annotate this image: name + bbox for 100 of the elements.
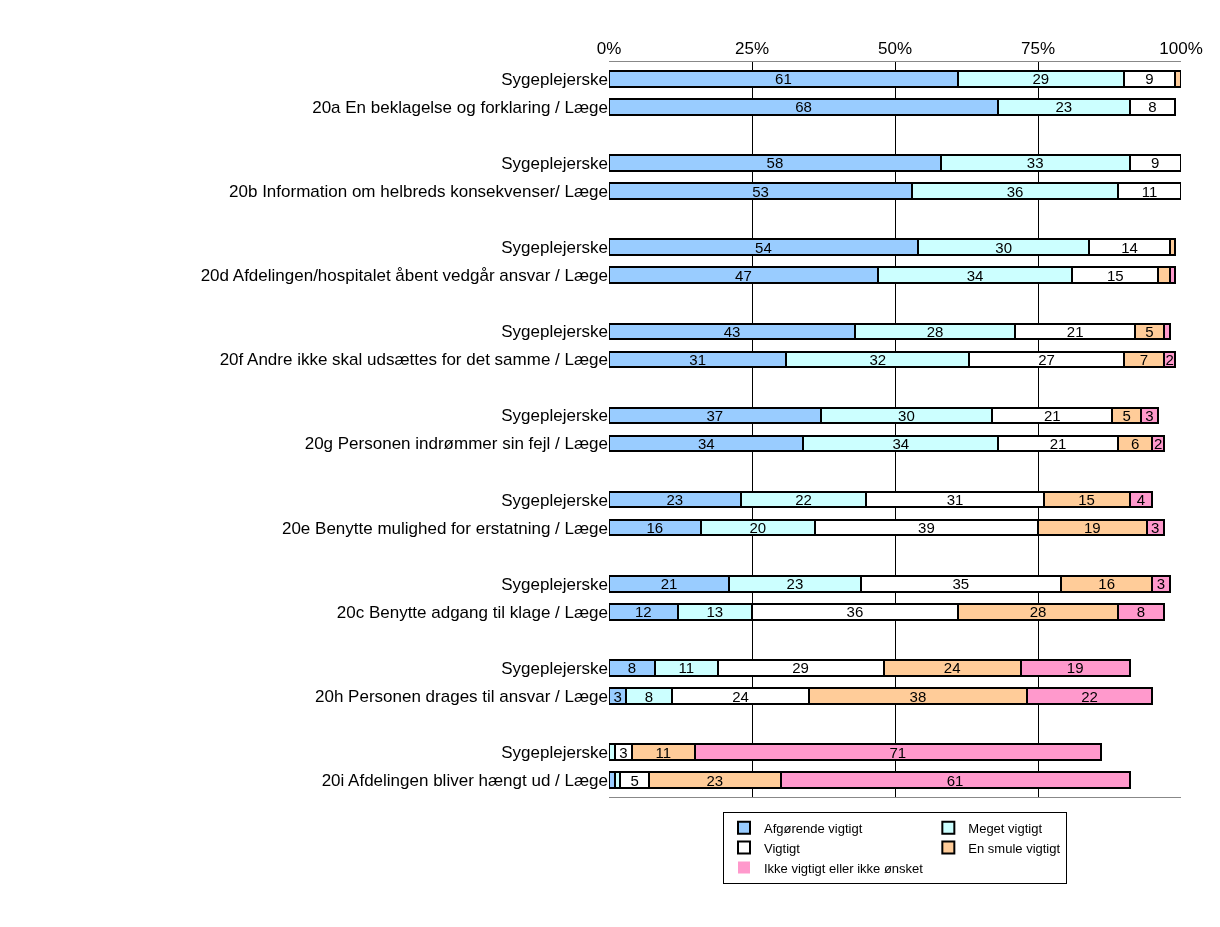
- data-label: 16: [1098, 575, 1115, 593]
- data-label: 31: [946, 491, 964, 509]
- y-tick-label: Sygeplejerske: [501, 490, 608, 510]
- data-label: 28: [1029, 603, 1047, 621]
- data-label: 54: [755, 238, 772, 256]
- data-label: 3: [613, 687, 622, 705]
- data-label: 6: [1131, 435, 1140, 453]
- legend-label: Ikke vigtigt eller ikke ønsket: [764, 860, 924, 876]
- data-label: 36: [1006, 182, 1024, 200]
- y-tick-label: Sygeplejerske: [501, 658, 608, 678]
- data-label: 68: [795, 98, 812, 116]
- data-label: 47: [735, 266, 752, 284]
- data-label: 11: [655, 743, 672, 761]
- data-label: 33: [1026, 154, 1044, 172]
- y-tick-label: 20b Information om helbreds konsekvenser/ Læge: [229, 182, 608, 201]
- data-label: 8: [1148, 98, 1157, 116]
- data-label: 27: [1038, 350, 1055, 368]
- y-tick-label: 20d Afdelingen/hospitalet åbent vedgår ansvar / Læge: [200, 266, 608, 286]
- data-label: 8: [644, 687, 654, 705]
- y-tick-label: Sygeplejerske: [501, 238, 608, 258]
- x-tick-label: 100%: [1159, 39, 1203, 59]
- y-tick-label: 20a En beklagelse og forklaring / Læge: [312, 97, 608, 117]
- data-label: 20: [749, 519, 767, 537]
- data-label: 34: [966, 266, 984, 284]
- y-tick-label: Sygeplejerske: [501, 743, 608, 763]
- data-label: 5: [1145, 322, 1154, 340]
- x-tick-label: 50%: [877, 39, 913, 59]
- data-label: 15: [1106, 266, 1124, 284]
- data-label: 24: [943, 659, 961, 677]
- data-label: 3: [619, 743, 628, 761]
- data-label: 39: [918, 519, 935, 537]
- data-label: 8: [1136, 603, 1146, 621]
- data-label: 13: [706, 603, 724, 621]
- y-tick-label: Sygeplejerske: [501, 69, 608, 89]
- data-label: 61: [946, 771, 964, 789]
- data-label: 22: [1081, 687, 1098, 705]
- y-tick-label: Sygeplejerske: [501, 574, 608, 594]
- data-label: 16: [646, 519, 664, 537]
- data-label: 30: [898, 406, 915, 424]
- data-label: 43: [723, 322, 741, 340]
- y-tick-label: 20h Personen drages til ansvar / Læge: [315, 686, 608, 706]
- data-label: 30: [995, 238, 1013, 256]
- data-label: 11: [1141, 182, 1158, 200]
- data-label: 9: [1151, 154, 1160, 172]
- data-label: 21: [1066, 322, 1084, 340]
- legend-label: En smule vigtigt: [968, 840, 1061, 856]
- data-label: 61: [775, 70, 792, 88]
- data-label: 2: [1153, 435, 1163, 453]
- data-label: 19: [1084, 519, 1101, 537]
- data-label: 34: [892, 435, 910, 453]
- data-label: 35: [952, 575, 970, 593]
- data-label: 32: [869, 350, 887, 368]
- y-tick-label: Sygeplejerske: [501, 153, 608, 173]
- data-label: 3: [1145, 406, 1154, 424]
- x-tick-label: 75%: [1020, 39, 1056, 59]
- data-label: 28: [926, 322, 944, 340]
- data-label: 31: [689, 350, 706, 368]
- legend-label: Afgørende vigtigt: [764, 820, 863, 836]
- data-label: 53: [752, 182, 769, 200]
- data-label: 2: [1165, 350, 1174, 368]
- data-label: 12: [634, 603, 652, 621]
- y-tick-label: 20i Afdelingen bliver hængt ud / Læge: [321, 771, 608, 791]
- data-label: 14: [1121, 238, 1138, 256]
- y-tick-label: Sygeplejerske: [501, 406, 608, 426]
- data-label: 71: [889, 743, 907, 761]
- data-label: 9: [1145, 70, 1154, 88]
- data-label: 37: [706, 406, 724, 424]
- y-tick-label: Sygeplejerske: [501, 322, 608, 342]
- data-label: 58: [766, 154, 784, 172]
- data-label: 19: [1066, 659, 1084, 677]
- y-tick-label: 20g Personen indrømmer sin fejl / Læge: [304, 434, 608, 454]
- data-label: 5: [630, 771, 639, 789]
- y-tick-label: 20f Andre ikke skal udsættes for det samme / Læge: [219, 350, 608, 370]
- data-label: 3: [1151, 519, 1160, 537]
- y-tick-label: 20e Benytte mulighed for erstatning / Læge: [281, 518, 608, 538]
- data-label: 24: [732, 687, 749, 705]
- data-label: 3: [1156, 575, 1166, 593]
- data-label: 4: [1136, 491, 1146, 509]
- x-tick-label: 0%: [596, 39, 622, 59]
- data-label: 8: [627, 659, 637, 677]
- x-tick-label: 25%: [734, 39, 770, 59]
- data-label: 23: [1055, 98, 1073, 116]
- data-label: 23: [706, 771, 724, 789]
- data-label: 29: [792, 659, 809, 677]
- data-label: 23: [666, 491, 684, 509]
- data-label: 5: [1122, 406, 1131, 424]
- data-label: 21: [1043, 406, 1061, 424]
- data-label: 29: [1032, 70, 1050, 88]
- data-label: 34: [697, 435, 715, 453]
- data-label: 11: [678, 659, 695, 677]
- data-label: 7: [1139, 350, 1148, 368]
- data-label: 21: [1049, 435, 1067, 453]
- data-label: 21: [660, 575, 678, 593]
- data-label: 15: [1078, 491, 1095, 509]
- data-label: 38: [909, 687, 927, 705]
- legend-label: Vigtigt: [764, 840, 801, 856]
- data-label: 36: [846, 603, 864, 621]
- data-label: 22: [795, 491, 812, 509]
- data-label: 23: [786, 575, 804, 593]
- y-tick-label: 20c Benytte adgang til klage / Læge: [336, 602, 608, 622]
